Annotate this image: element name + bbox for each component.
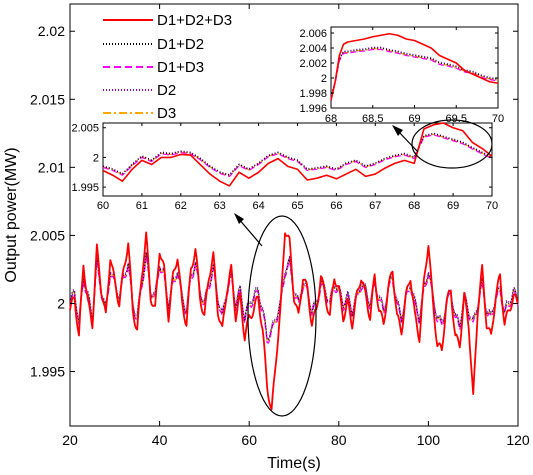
inset1-ticks-group: 60 61 62 63 64 65 66 67 68 69 70 1.995 2 2.005: [71, 123, 498, 212]
inset1-series-d1d2d3: [102, 122, 493, 187]
inset1-xtick-label: 69: [447, 200, 459, 212]
main-xtick-label: 100: [417, 432, 441, 448]
inset1-xtick-label: 70: [486, 200, 498, 212]
inset2-xtick-label: 68: [325, 113, 337, 125]
inset2-ytick-label: 2.002: [299, 58, 327, 70]
inset1-ytick-label: 1.995: [71, 182, 99, 194]
main-xtick-label: 120: [506, 432, 530, 448]
inset2-ticks-group: 68 68.5 69 69.5 70 1.996 1.998 2 2.002 2.004 2.006: [299, 27, 504, 125]
legend-entry-d2: D2: [103, 82, 176, 99]
main-ticks-group: 20 40 60 80 100 120 1.995 2 2.005 2.01 2.015 2.02: [30, 4, 530, 448]
zoom-ellipse-inset: [411, 119, 493, 169]
main-ytick-label: 1.995: [30, 364, 65, 380]
zoom-arrow-inset: [396, 129, 419, 153]
inset1-ytick-label: 2.005: [71, 123, 99, 135]
zoom-annotations: [234, 119, 493, 417]
main-ytick-label: 2.005: [30, 227, 65, 243]
inset1-xtick-label: 66: [330, 200, 342, 212]
inset2-xtick-label: 70: [492, 113, 504, 125]
inset2-series-d3: [330, 48, 499, 98]
main-ytick-label: 2.02: [38, 23, 65, 39]
inset2-xtick-label: 68.5: [362, 113, 383, 125]
main-series-d2: [69, 250, 519, 340]
zoom-ellipse-main: [247, 215, 317, 417]
inset2-ytick-label: 1.996: [299, 103, 327, 115]
inset1-series-d1d2: [102, 133, 493, 176]
inset1-xtick-label: 67: [369, 200, 381, 212]
inset1-ytick-label: 2: [93, 152, 99, 164]
main-xtick-label: 80: [331, 432, 347, 448]
legend-entry-d1d2: D1+D2: [103, 36, 204, 53]
legend: D1+D2+D3 D1+D2 D1+D3 D2 D3: [103, 12, 232, 122]
main-ytick-label: 2.015: [30, 91, 65, 107]
legend-entry-d1d2d3: D1+D2+D3: [103, 12, 232, 29]
inset1-series-group: [102, 122, 493, 187]
inset2-ytick-label: 2: [321, 73, 327, 85]
inset1-series-d1d3: [102, 134, 493, 178]
main-xtick-label: 40: [152, 432, 168, 448]
inset1-xtick-label: 64: [252, 200, 264, 212]
x-axis-label: Time(s): [267, 455, 321, 472]
zoom-arrow-main: [237, 217, 263, 247]
inset1-xtick-label: 65: [291, 200, 303, 212]
inset2-series-d1d2d3: [330, 32, 499, 101]
legend-entry-d1d3: D1+D3: [103, 59, 204, 76]
main-xtick-label: 60: [241, 432, 257, 448]
main-ytick-label: 2: [57, 295, 65, 311]
inset2-plot-frame: [330, 26, 499, 109]
legend-entry-d3: D3: [103, 105, 176, 122]
legend-label-d1d2d3: D1+D2+D3: [157, 12, 232, 29]
inset-chart-60-70: 60 61 62 63 64 65 66 67 68 69 70 1.995 2 2.005: [71, 122, 498, 212]
y-axis-label: Output power(MW): [3, 147, 20, 282]
zoom-arrowhead-inset: [392, 125, 403, 136]
inset-chart-68-70: 68 68.5 69 69.5 70 1.996 1.998 2 2.002 2.004 2.006: [299, 26, 504, 125]
inset2-ytick-label: 2.004: [299, 43, 327, 55]
main-series-d1d2d3: [69, 231, 519, 411]
inset1-xtick-label: 68: [408, 200, 420, 212]
main-series-d1d2: [69, 252, 519, 342]
main-series-group: [69, 231, 519, 411]
inset2-ytick-label: 2.006: [299, 28, 327, 40]
inset2-series-d2: [330, 46, 499, 97]
inset2-xtick-label: 69: [408, 113, 420, 125]
inset1-xtick-label: 61: [136, 200, 148, 212]
inset2-series-group: [330, 32, 499, 101]
zoom-arrowhead-main: [234, 213, 244, 224]
legend-label-d2: D2: [157, 82, 176, 99]
legend-label-d1d3: D1+D3: [157, 59, 204, 76]
inset2-ytick-label: 1.998: [299, 88, 327, 100]
inset1-xtick-label: 62: [175, 200, 187, 212]
legend-label-d3: D3: [157, 105, 176, 122]
inset1-xtick-label: 63: [214, 200, 226, 212]
legend-label-d1d2: D1+D2: [157, 36, 204, 53]
main-xtick-label: 20: [62, 432, 78, 448]
inset1-xtick-label: 60: [97, 200, 109, 212]
inset2-xtick-label: 69.5: [446, 113, 467, 125]
main-ytick-label: 2.01: [38, 159, 65, 175]
